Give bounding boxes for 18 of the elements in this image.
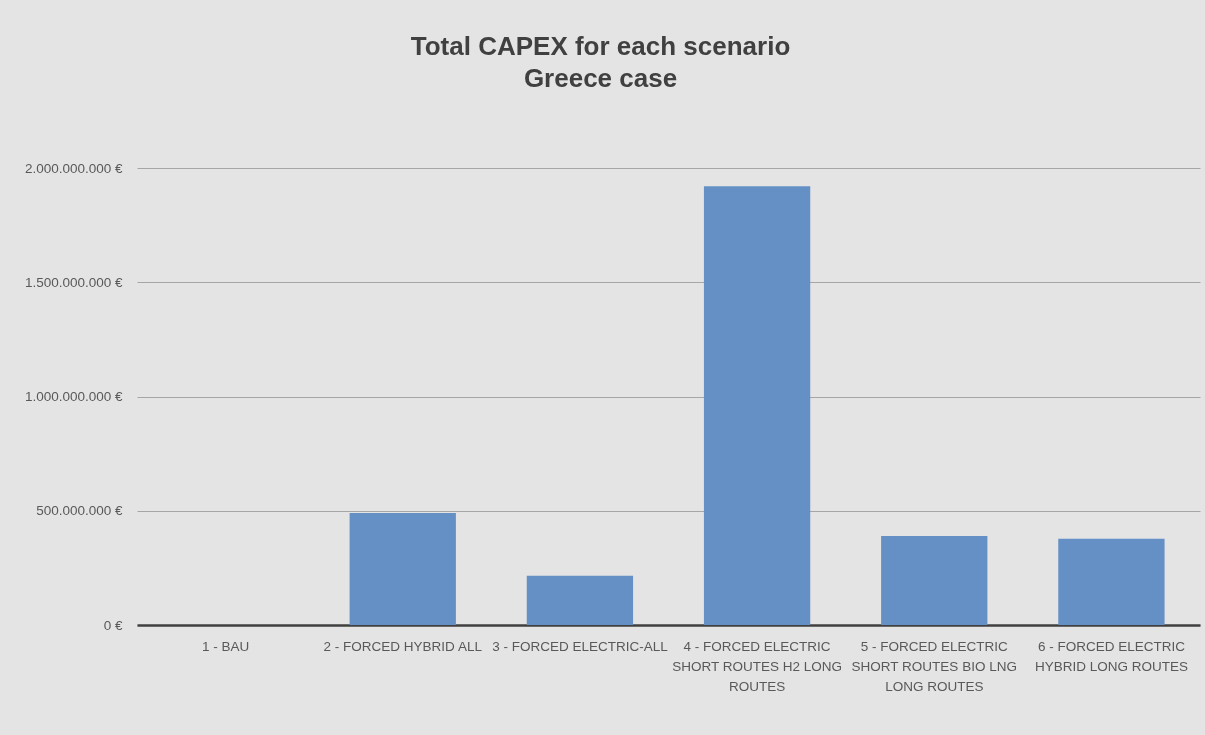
bar: [526, 575, 634, 625]
x-tick-label: 4 - FORCED ELECTRIC SHORT ROUTES H2 LONG ROUTES: [672, 638, 842, 694]
bar: [1058, 538, 1165, 625]
x-tick-label: 6 - FORCED ELECTRIC HYBRID LONG ROUTES: [1034, 638, 1188, 674]
bar: [703, 186, 811, 625]
bar: [881, 535, 988, 625]
chart-subtitle: Greece case: [523, 63, 678, 93]
y-tick-label: 500.000.000 €: [36, 503, 123, 519]
y-tick-label: 1.000.000.000 €: [24, 389, 123, 404]
bar: [349, 513, 456, 625]
y-tick-label: 2.000.000.000 €: [24, 160, 123, 176]
x-tick-label: 5 - FORCED ELECTRIC SHORT ROUTES BIO LNG LONG ROUTES: [851, 638, 1017, 694]
x-tick-label: 1 - BAU: [201, 638, 250, 654]
y-tick-label: 0 €: [103, 617, 123, 633]
y-tick-label: 1.500.000.000 €: [24, 274, 123, 290]
x-tick-label: 2 - FORCED HYBRID ALL: [323, 638, 483, 654]
chart-title: Total CAPEX for each scenario: [410, 31, 791, 61]
x-tick-label: 3 - FORCED ELECTRIC-ALL: [492, 638, 669, 654]
